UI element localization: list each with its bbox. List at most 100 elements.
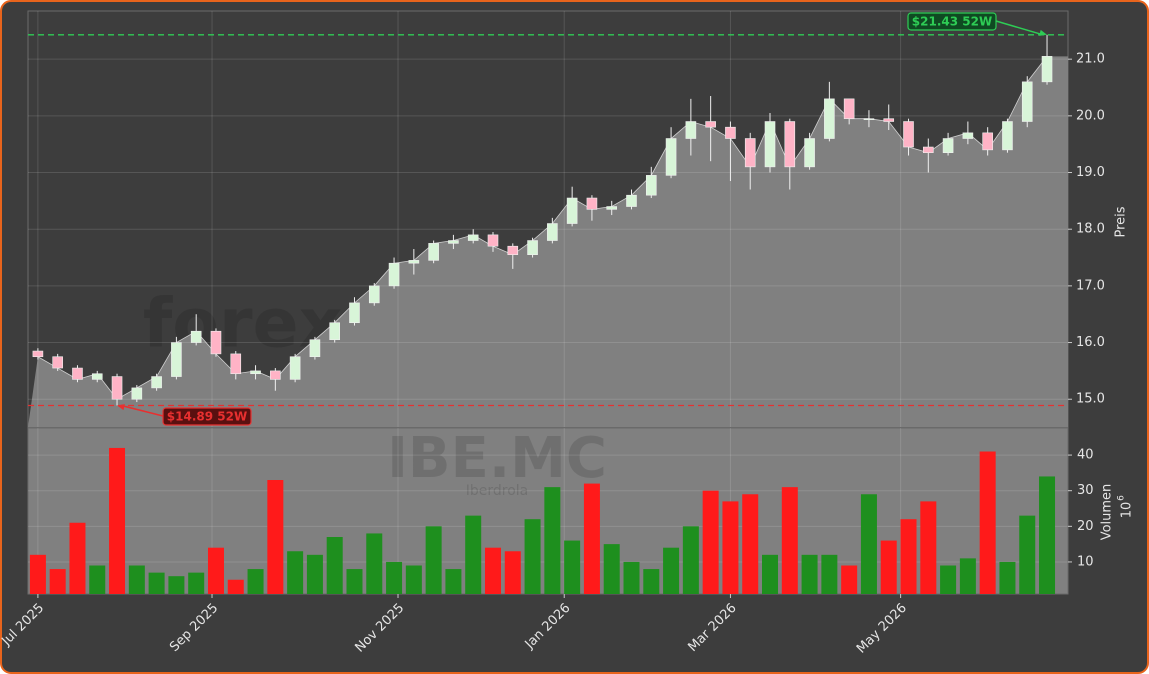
y-tick-label: 18.0 xyxy=(1076,222,1105,237)
volume-bar xyxy=(1039,476,1056,594)
candle-body xyxy=(111,376,123,400)
candle-body xyxy=(705,121,716,128)
volume-bar xyxy=(959,558,976,594)
y2-tick-label: 40 xyxy=(1077,448,1094,463)
candle-body xyxy=(230,353,242,375)
candle-body xyxy=(388,262,400,287)
candle-body xyxy=(923,146,934,153)
volume-bar xyxy=(89,565,106,594)
volume-bar xyxy=(386,561,403,594)
volume-bar xyxy=(188,572,205,594)
volume-bar xyxy=(346,569,363,594)
volume-bar xyxy=(742,494,759,594)
volume-bar xyxy=(821,554,838,594)
volume-bar xyxy=(643,569,660,594)
y-tick-label: 20.0 xyxy=(1076,108,1105,123)
volume-bar xyxy=(524,519,541,594)
volume-bar xyxy=(762,554,779,594)
volume-bar xyxy=(405,565,422,594)
volume-bar xyxy=(148,572,165,594)
volume-bar xyxy=(603,544,620,594)
volume-bar xyxy=(722,501,739,594)
y2-tick-label: 10 xyxy=(1077,554,1094,569)
candle-body xyxy=(824,98,835,139)
annotation-arrow xyxy=(995,20,1044,36)
volume-bar xyxy=(544,487,561,594)
candle-body xyxy=(725,126,736,139)
y-axis-label: Preis xyxy=(1114,206,1129,237)
volume-scale-base: 10 xyxy=(1120,502,1135,519)
candle-body xyxy=(843,98,855,119)
candle-body xyxy=(151,376,162,389)
volume-bar xyxy=(326,537,343,594)
volume-bar xyxy=(29,554,46,594)
volume-bar xyxy=(49,569,66,594)
annotation-box xyxy=(162,407,252,426)
y-tick-label: 21.0 xyxy=(1076,52,1105,67)
candle-body xyxy=(289,356,301,380)
volume-bar xyxy=(999,561,1016,594)
volume-bar xyxy=(366,533,383,594)
volume-bar xyxy=(247,569,264,594)
candle-body xyxy=(606,206,618,210)
volume-bar xyxy=(940,565,957,594)
volume-bar xyxy=(663,547,680,594)
candle-body xyxy=(527,240,538,256)
candle-body xyxy=(566,197,578,224)
candle-body xyxy=(982,132,993,151)
volume-scale-exponent: 6 xyxy=(1117,495,1127,501)
annotation-label: $21.43 52W xyxy=(912,15,992,29)
candle-body xyxy=(645,175,657,196)
volume-bar xyxy=(900,519,917,594)
volume-bar xyxy=(207,547,224,594)
candle-body xyxy=(784,121,796,168)
candle-body xyxy=(131,387,143,400)
candle-body xyxy=(368,285,380,304)
candle-body xyxy=(764,121,776,168)
volume-bar xyxy=(287,551,304,594)
candle-body xyxy=(349,302,360,324)
candle-body xyxy=(250,370,261,375)
volume-bar xyxy=(682,526,699,594)
annotation-box xyxy=(907,12,997,31)
volume-bar xyxy=(841,565,858,594)
candle-body xyxy=(883,118,895,122)
candle-body xyxy=(52,356,63,369)
volume-bar xyxy=(267,480,284,594)
candle-body xyxy=(408,260,420,264)
candle-body xyxy=(903,121,914,148)
candle-body xyxy=(329,322,340,341)
candle-body xyxy=(863,118,875,120)
volume-bar xyxy=(306,554,323,594)
candle-body xyxy=(171,342,182,377)
volume-bar xyxy=(504,551,521,594)
candle-body xyxy=(744,138,756,168)
volume-bar xyxy=(109,447,126,594)
volume-bar xyxy=(623,561,640,594)
volume-bar xyxy=(781,487,798,594)
candle-body xyxy=(1002,121,1013,151)
candle-body xyxy=(665,138,677,176)
candle-body xyxy=(309,339,321,358)
symbol-watermark: IBE.MC xyxy=(387,426,607,491)
candle-body xyxy=(72,367,83,380)
volume-bar xyxy=(979,451,996,594)
volume-bar xyxy=(801,554,818,594)
candle-body xyxy=(91,373,103,380)
candle-body xyxy=(448,240,459,244)
candle-body xyxy=(507,245,519,256)
candle-body xyxy=(467,234,479,241)
volume-bar xyxy=(465,515,482,594)
annotation-arrow xyxy=(120,404,164,417)
volume-bar xyxy=(880,540,897,594)
candle-body xyxy=(32,350,44,358)
candle-body xyxy=(210,330,222,355)
candle-body xyxy=(942,138,954,153)
volume-bar xyxy=(69,522,86,594)
y2-tick-label: 30 xyxy=(1077,483,1094,498)
y-tick-label: 16.0 xyxy=(1076,335,1105,350)
candle-body xyxy=(547,223,558,241)
volume-bar xyxy=(583,483,600,594)
volume-bar xyxy=(702,490,719,594)
